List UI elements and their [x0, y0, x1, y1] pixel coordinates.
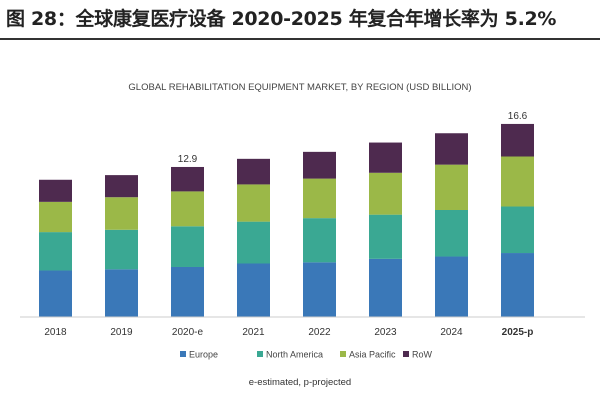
- bar-segment-north-america-2023: [369, 214, 402, 259]
- x-tick-label: 2021: [242, 327, 265, 338]
- bar-segment-row-2022: [303, 151, 336, 179]
- bar-segment-asia-pacific-2018: [39, 201, 72, 233]
- bar-segment-north-america-2024: [435, 210, 468, 257]
- bar-segment-asia-pacific-2024: [435, 164, 468, 211]
- x-tick-label: 2025-p: [502, 327, 534, 338]
- bar-segment-row-2019: [105, 175, 138, 198]
- bar-segment-europe-2022: [303, 262, 336, 317]
- legend-swatch: [403, 351, 409, 357]
- legend-item-asia-pacific: Asia Pacific: [340, 350, 396, 360]
- bar-segment-row-2024: [435, 133, 468, 165]
- legend-swatch: [340, 351, 346, 357]
- bar-segment-row-2023: [369, 142, 402, 173]
- bar-segment-europe-2019: [105, 269, 138, 317]
- x-tick-label: 2022: [308, 327, 331, 338]
- legend-item-europe: Europe: [180, 350, 218, 360]
- legend-item-north-america: North America: [257, 350, 323, 360]
- legend-label: RoW: [412, 350, 433, 360]
- bar-segment-asia-pacific-2025-p: [501, 156, 534, 207]
- bar-segment-europe-2024: [435, 256, 468, 317]
- legend-swatch: [257, 351, 263, 357]
- bar-segment-north-america-2020-e: [171, 226, 204, 267]
- bar-segment-europe-2023: [369, 258, 402, 317]
- x-tick-label: 2019: [110, 327, 133, 338]
- bar-segment-north-america-2019: [105, 229, 138, 270]
- bar-segment-asia-pacific-2022: [303, 178, 336, 219]
- bar-segment-asia-pacific-2021: [237, 184, 270, 222]
- bar-segment-europe-2018: [39, 270, 72, 317]
- x-tick-label: 2023: [374, 327, 397, 338]
- x-tick-label: 2024: [440, 327, 463, 338]
- bar-segment-europe-2021: [237, 263, 270, 317]
- bar-segment-row-2018: [39, 179, 72, 202]
- x-tick-label: 2018: [44, 327, 67, 338]
- footnote: e-estimated, p-projected: [249, 377, 351, 388]
- bar-segment-asia-pacific-2020-e: [171, 191, 204, 227]
- bar-segment-asia-pacific-2023: [369, 172, 402, 215]
- bar-segment-europe-2020-e: [171, 266, 204, 317]
- bar-segment-row-2025-p: [501, 123, 534, 157]
- bar-segment-row-2021: [237, 158, 270, 185]
- legend-label: North America: [266, 350, 323, 360]
- legend-label: Europe: [189, 350, 218, 360]
- legend-item-row: RoW: [403, 350, 433, 360]
- legend-swatch: [180, 351, 186, 357]
- bar-segment-north-america-2018: [39, 232, 72, 271]
- figure-heading: 图 28：全球康复医疗设备 2020-2025 年复合年增长率为 5.2%: [6, 8, 557, 30]
- bar-segment-north-america-2025-p: [501, 206, 534, 254]
- chart-title: GLOBAL REHABILITATION EQUIPMENT MARKET, …: [128, 82, 471, 93]
- bar-segment-north-america-2022: [303, 218, 336, 263]
- data-label: 12.9: [178, 154, 198, 165]
- bar-segment-asia-pacific-2019: [105, 197, 138, 230]
- bar-segment-europe-2025-p: [501, 253, 534, 317]
- bar-segment-north-america-2021: [237, 221, 270, 264]
- heading-rule: [0, 38, 600, 40]
- x-tick-label: 2020-e: [172, 327, 204, 338]
- legend-label: Asia Pacific: [349, 350, 396, 360]
- bar-segment-row-2020-e: [171, 166, 204, 192]
- data-label: 16.6: [508, 111, 528, 122]
